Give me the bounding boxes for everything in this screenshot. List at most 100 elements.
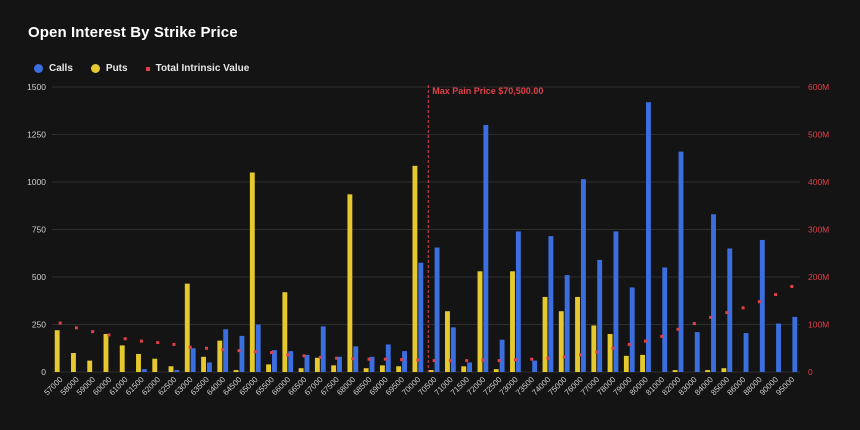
calls-bar — [434, 247, 440, 372]
chart-title: Open Interest By Strike Price — [28, 24, 238, 41]
puts-bar — [87, 360, 93, 372]
intrinsic-point — [741, 306, 745, 310]
calls-bar — [613, 231, 619, 372]
calls-bar — [483, 125, 489, 372]
intrinsic-point — [432, 359, 436, 363]
intrinsic-point — [481, 358, 485, 362]
intrinsic-point — [351, 357, 355, 361]
calls-bar — [288, 351, 294, 372]
puts-bar — [591, 325, 597, 372]
puts-bar — [461, 366, 467, 372]
intrinsic-point — [627, 342, 631, 346]
puts-bar — [428, 370, 434, 372]
intrinsic-point — [644, 339, 648, 343]
puts-bar — [640, 354, 646, 372]
puts-bar — [184, 283, 190, 372]
calls-bar — [255, 324, 261, 372]
calls-bar — [206, 362, 212, 372]
calls-bar — [499, 339, 505, 372]
intrinsic-point — [123, 337, 127, 341]
calls-bar — [369, 356, 375, 372]
calls-bar — [190, 348, 196, 372]
puts-bar — [542, 296, 548, 372]
intrinsic-point — [253, 350, 257, 354]
calls-bar — [467, 362, 473, 372]
calls-bar — [320, 326, 326, 372]
puts-bar — [266, 364, 272, 372]
puts-bar — [347, 194, 353, 372]
calls-bar — [694, 332, 700, 372]
y-left-tick-label: 500 — [32, 272, 46, 282]
y-left-tick-label: 250 — [32, 320, 46, 330]
calls-bar — [548, 236, 554, 372]
legend-item-calls[interactable]: Calls — [34, 63, 73, 74]
puts-bar — [623, 355, 629, 372]
puts-bar — [119, 345, 125, 372]
puts-bar — [607, 334, 613, 372]
calls-bar — [646, 102, 651, 372]
calls-bar — [223, 329, 229, 372]
intrinsic-point — [546, 356, 550, 360]
y-left-tick-label: 0 — [41, 367, 46, 377]
intrinsic-point — [595, 350, 599, 354]
legend-swatch-calls — [34, 64, 43, 73]
calls-bar — [597, 259, 603, 372]
intrinsic-point — [692, 322, 696, 326]
y-right-tick-label: 300M — [808, 225, 829, 235]
calls-bar — [353, 346, 359, 372]
intrinsic-point — [660, 334, 664, 338]
puts-bar — [396, 366, 402, 372]
calls-bar — [385, 344, 391, 372]
calls-bar — [337, 356, 342, 372]
calls-bar — [743, 333, 749, 372]
y-left-tick-label: 1250 — [27, 130, 46, 140]
intrinsic-point — [318, 355, 322, 359]
intrinsic-point — [172, 342, 176, 346]
puts-bar — [493, 369, 499, 372]
calls-bar — [678, 151, 684, 372]
intrinsic-point — [91, 330, 95, 334]
calls-bar — [174, 370, 180, 372]
chart-legend: Calls Puts Total Intrinsic Value — [34, 63, 249, 74]
puts-bar — [71, 353, 76, 372]
legend-label-calls: Calls — [49, 63, 73, 74]
legend-item-intrinsic[interactable]: Total Intrinsic Value — [145, 63, 249, 74]
intrinsic-point — [221, 348, 225, 352]
intrinsic-point — [74, 326, 78, 330]
puts-bar — [103, 334, 109, 372]
puts-bar — [705, 370, 711, 372]
intrinsic-point — [465, 359, 469, 363]
calls-bar — [304, 354, 310, 372]
puts-bar — [510, 271, 515, 372]
calls-bar — [515, 231, 521, 372]
intrinsic-point — [611, 346, 615, 350]
puts-bar — [217, 340, 223, 372]
puts-bar — [558, 311, 564, 372]
intrinsic-point — [416, 358, 420, 362]
calls-bar — [711, 214, 716, 372]
puts-bar — [282, 292, 288, 372]
y-right-tick-label: 600M — [808, 82, 829, 92]
y-left-tick-label: 1000 — [27, 177, 46, 187]
y-right-tick-label: 500M — [808, 130, 829, 140]
puts-bar — [152, 358, 158, 372]
intrinsic-point — [270, 351, 274, 355]
calls-bar — [418, 262, 424, 372]
intrinsic-point — [676, 327, 680, 331]
puts-bar — [575, 296, 580, 372]
max-pain-label: Max Pain Price $70,500.00 — [432, 86, 543, 96]
intrinsic-point — [513, 358, 517, 362]
calls-bar — [450, 327, 456, 372]
intrinsic-point — [400, 358, 404, 362]
puts-bar — [201, 356, 206, 372]
legend-swatch-intrinsic — [145, 66, 150, 71]
calls-bar — [141, 369, 147, 372]
calls-bar — [792, 316, 798, 372]
intrinsic-point — [367, 357, 371, 361]
puts-bar — [721, 368, 727, 372]
legend-item-puts[interactable]: Puts — [90, 63, 128, 74]
puts-bar — [477, 271, 483, 372]
intrinsic-point — [139, 339, 143, 343]
puts-bar — [412, 165, 418, 372]
